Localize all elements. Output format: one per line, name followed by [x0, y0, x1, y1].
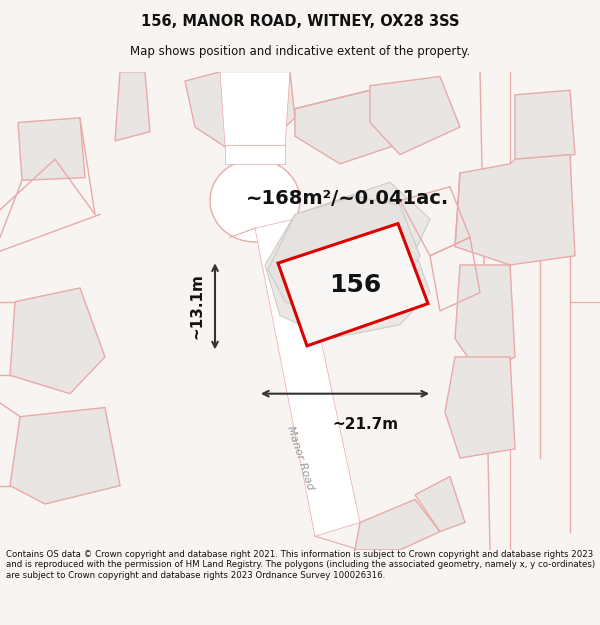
- Polygon shape: [415, 476, 465, 532]
- Polygon shape: [225, 146, 285, 164]
- Polygon shape: [220, 72, 290, 146]
- Polygon shape: [10, 288, 105, 394]
- Text: ~168m²/~0.041ac.: ~168m²/~0.041ac.: [247, 189, 449, 208]
- Text: ~13.1m: ~13.1m: [190, 273, 205, 339]
- Polygon shape: [370, 76, 460, 154]
- Polygon shape: [18, 118, 85, 181]
- Text: 156, MANOR ROAD, WITNEY, OX28 3SS: 156, MANOR ROAD, WITNEY, OX28 3SS: [141, 14, 459, 29]
- Polygon shape: [10, 408, 120, 504]
- Text: ~21.7m: ~21.7m: [332, 417, 398, 432]
- Text: Contains OS data © Crown copyright and database right 2021. This information is : Contains OS data © Crown copyright and d…: [6, 550, 595, 580]
- Polygon shape: [515, 90, 575, 159]
- Polygon shape: [445, 357, 515, 458]
- Polygon shape: [115, 72, 150, 141]
- Polygon shape: [455, 265, 515, 375]
- Polygon shape: [0, 72, 600, 550]
- Polygon shape: [455, 154, 575, 265]
- Polygon shape: [268, 196, 420, 320]
- Polygon shape: [185, 72, 295, 150]
- Text: Map shows position and indicative extent of the property.: Map shows position and indicative extent…: [130, 44, 470, 58]
- Polygon shape: [355, 499, 440, 550]
- Polygon shape: [295, 90, 395, 164]
- Polygon shape: [265, 182, 430, 339]
- Polygon shape: [278, 224, 428, 346]
- Circle shape: [210, 159, 300, 242]
- Text: 156: 156: [329, 273, 381, 298]
- Text: Manor Road: Manor Road: [285, 425, 315, 491]
- Polygon shape: [255, 219, 360, 536]
